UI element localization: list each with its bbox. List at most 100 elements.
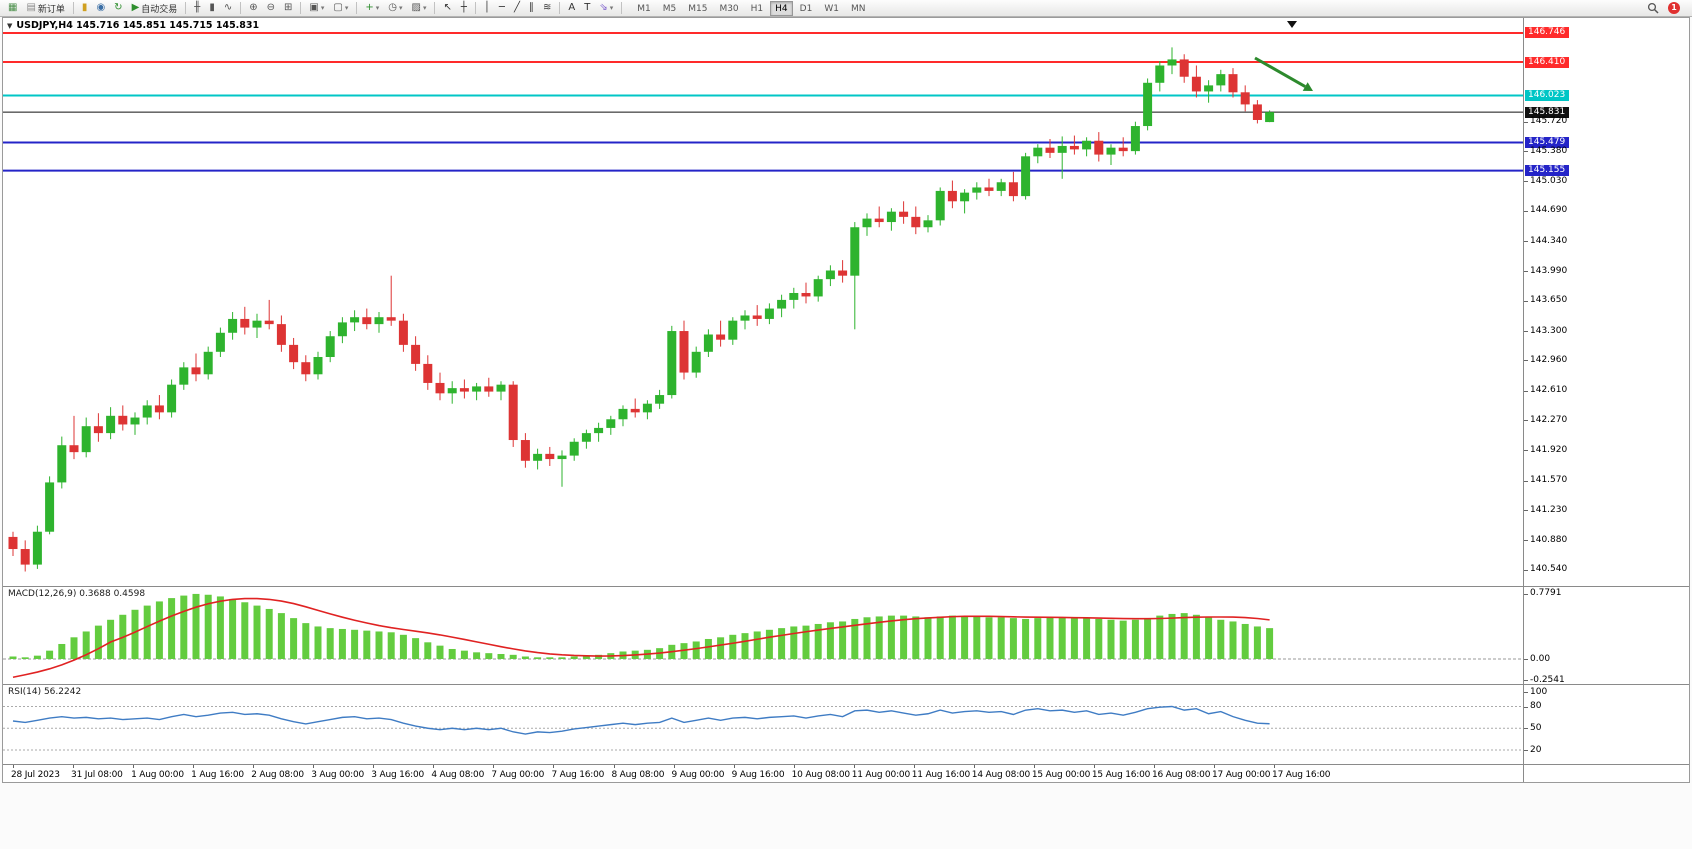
charts-icon: ▮ [81,2,88,13]
fibonacci-icon[interactable]: ≋ [539,1,555,16]
new-order-button[interactable]: ▤ 新订单 [22,1,68,16]
time-axis-label: 15 Aug 00:00 [1031,770,1091,780]
time-axis-label: 1 Aug 16:00 [191,770,244,780]
autotrading-button[interactable]: ▶ 自动交易 [128,1,182,16]
timeframe-m1[interactable]: M1 [637,3,651,14]
timeframe-m5[interactable]: M5 [662,3,677,14]
zoom-out-icon: ⊖ [266,2,275,13]
time-axis: 28 Jul 2023 31 Jul 08:00 1 Aug 00:00 1 Aug … [3,764,1689,783]
dropdown-caret-icon: ▾ [320,4,325,12]
time-axis-tick [433,765,435,768]
cursor-icon[interactable]: ↖ [439,1,455,16]
toolbar-separator [356,2,358,14]
new-chart-icon[interactable]: ▣ ▾ [305,1,328,16]
new-chart-icon: ▣ [309,2,319,13]
rsi-label: RSI(14) 56.2242 [8,687,82,697]
axis-separator [1523,18,1524,782]
profiles-icon[interactable]: ◉ [92,1,109,16]
time-axis-tick [673,765,675,768]
trendline-icon[interactable]: ╱ [510,1,524,16]
timeframe-m30[interactable]: M30 [719,3,739,14]
time-axis-label: 17 Aug 00:00 [1212,770,1271,780]
dropdown-caret-icon: ▾ [375,4,380,12]
time-axis-tick [73,765,75,768]
cursor-icon: ↖ [443,2,452,13]
time-axis-tick [1214,765,1215,768]
dropdown-caret-icon: ▾ [344,4,349,12]
terminal-icon[interactable]: ▦ [4,1,21,16]
timeframe-h1[interactable]: H1 [750,3,764,14]
channel-icon[interactable]: ∥ [525,1,538,16]
text-label-icon[interactable]: T [580,1,594,16]
vertical-line-icon[interactable]: │ [480,1,494,16]
time-axis-label: 1 Aug 00:00 [131,770,184,780]
timeframe-w1[interactable]: W1 [824,3,839,14]
toolbar-separator [434,2,436,14]
time-axis-tick [973,765,975,768]
profiles-list-icon[interactable]: ▢ ▾ [329,1,352,16]
timeframe-h4[interactable]: H4 [770,0,793,16]
bar-chart-icon[interactable]: ╫ [190,1,204,16]
text-icon: A [568,2,576,13]
indicators-icon[interactable]: + ▾ [361,1,383,16]
text-label-icon: T [584,2,591,13]
time-axis-label: 7 Aug 16:00 [551,770,605,780]
crosshair-icon[interactable]: ┼ [457,1,471,16]
notification-badge[interactable]: 1 [1668,2,1680,14]
templates-icon: ▨ [411,2,421,13]
periods-icon[interactable]: ◷ ▾ [384,1,406,16]
time-axis-label: 3 Aug 16:00 [371,770,425,780]
search-icon[interactable] [1643,1,1663,16]
toolbar-right: 1 [1643,1,1688,16]
toolbar-separator [621,2,623,14]
timeframe-mn[interactable]: MN [850,3,866,14]
toolbar-separator [72,2,74,14]
line-chart-icon[interactable]: ∿ [220,1,236,16]
arrow-objects-icon[interactable]: ⇘ ▾ [595,1,617,16]
main-chart[interactable] [3,18,1689,586]
rsi-panel[interactable] [3,684,1689,764]
timeframe-d1[interactable]: D1 [799,3,813,14]
horizontal-line-icon[interactable]: ─ [495,1,509,16]
time-axis-tick [913,765,915,768]
autotrading-button-label: 自动交易 [141,4,178,15]
chart-menu-button[interactable]: ▼ [7,21,13,30]
templates-icon[interactable]: ▨ ▾ [407,1,430,16]
tile-windows-icon[interactable]: ⊞ [280,1,296,16]
toolbar-separator [185,2,187,14]
time-axis-tick [1093,765,1095,768]
periods-icon: ◷ [388,2,397,13]
indicators-icon: + [365,2,374,13]
fibonacci-icon: ≋ [542,2,552,13]
toolbar-separator [240,2,242,14]
time-axis-label: 17 Aug 16:00 [1272,770,1331,780]
time-axis-label: 10 Aug 08:00 [791,770,850,780]
time-axis-label: 11 Aug 00:00 [851,770,910,780]
charts-icon[interactable]: ▮ [78,1,92,16]
time-axis-tick [253,765,255,768]
new-order-button-label: 新订单 [37,4,65,15]
zoom-in-icon: ⊕ [249,2,258,13]
chart-window: ▼ USDJPY,H4 145.716 145.851 145.715 145.… [2,17,1690,783]
timeframe-m15[interactable]: M15 [688,3,708,14]
zoom-in-icon[interactable]: ⊕ [245,1,261,16]
tile-windows-icon: ⊞ [284,2,293,13]
candlestick-chart-icon[interactable]: ▮ [205,1,219,16]
channel-icon: ∥ [528,2,534,13]
panel-separator [3,586,1689,587]
toolbar-separator [559,2,561,14]
text-icon[interactable]: A [564,1,579,16]
time-axis-label: 3 Aug 00:00 [311,770,365,780]
time-axis-label: 15 Aug 16:00 [1091,770,1151,780]
zoom-out-icon[interactable]: ⊖ [263,1,279,16]
terminal-icon: ▦ [8,2,18,13]
time-axis-label: 14 Aug 08:00 [971,770,1031,780]
time-axis-tick [493,765,495,768]
refresh-icon[interactable]: ↻ [110,1,126,16]
new-order-icon: ▤ [26,2,36,13]
time-axis-tick [793,765,795,768]
macd-panel[interactable] [3,586,1689,684]
toolbar-separator [474,2,476,14]
profiles-list-icon: ▢ [333,2,343,13]
time-axis-label: 28 Jul 2023 [11,770,60,780]
